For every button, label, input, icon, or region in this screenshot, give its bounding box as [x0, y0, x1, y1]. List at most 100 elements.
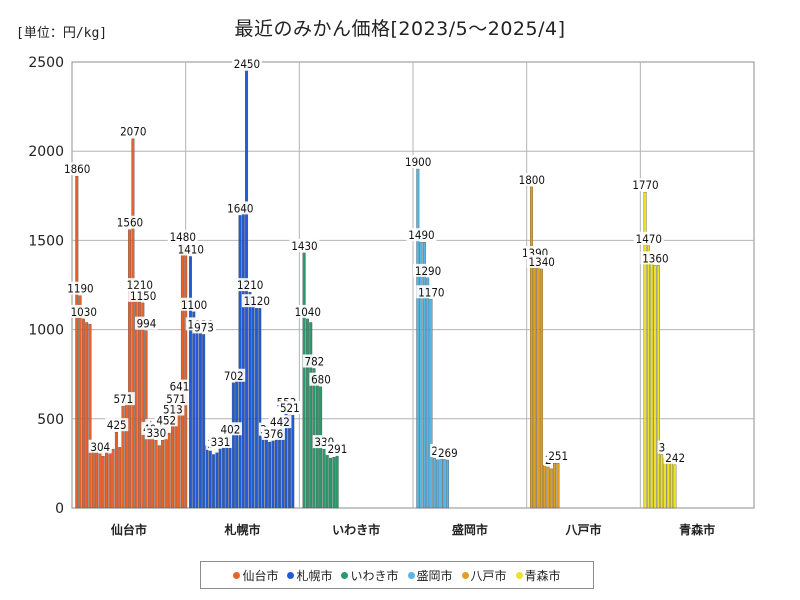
bar-morioka[interactable]: [442, 458, 446, 509]
bar-sendai[interactable]: [118, 447, 122, 509]
bar-aomori[interactable]: [643, 192, 647, 509]
bar-sendai[interactable]: [124, 400, 128, 509]
bar-morioka[interactable]: [419, 242, 423, 509]
bar-sapporo[interactable]: [195, 325, 199, 509]
bar-sapporo[interactable]: [208, 450, 212, 509]
bar-sendai[interactable]: [184, 247, 188, 509]
legend-item-hachinohe[interactable]: 八戸市: [461, 567, 507, 584]
bar-morioka[interactable]: [429, 299, 433, 509]
bar-sapporo[interactable]: [274, 438, 278, 509]
bar-sapporo[interactable]: [215, 452, 219, 509]
bar-iwaki[interactable]: [325, 454, 329, 509]
bar-sendai[interactable]: [111, 448, 115, 509]
bar-sendai[interactable]: [128, 229, 132, 509]
bar-sendai[interactable]: [75, 176, 79, 509]
bar-iwaki[interactable]: [332, 456, 336, 509]
bar-aomori[interactable]: [646, 245, 650, 509]
bar-sapporo[interactable]: [278, 428, 282, 509]
bar-sapporo[interactable]: [225, 443, 229, 509]
bar-sapporo[interactable]: [287, 414, 291, 509]
bar-aomori[interactable]: [653, 265, 657, 509]
bar-hachinohe[interactable]: [533, 259, 537, 509]
bar-sendai[interactable]: [147, 432, 151, 509]
bar-sendai[interactable]: [121, 405, 125, 509]
bar-sendai[interactable]: [108, 453, 112, 509]
bar-sendai[interactable]: [88, 324, 92, 509]
bar-hachinohe[interactable]: [529, 186, 533, 509]
bar-morioka[interactable]: [416, 168, 420, 509]
bar-hachinohe[interactable]: [553, 463, 557, 509]
bar-sapporo[interactable]: [221, 447, 225, 509]
bar-sapporo[interactable]: [192, 311, 196, 509]
bar-sapporo[interactable]: [241, 208, 245, 509]
bar-hachinohe[interactable]: [549, 468, 553, 509]
legend-item-sendai[interactable]: 仙台市: [233, 567, 278, 584]
bar-iwaki[interactable]: [302, 252, 306, 509]
bar-iwaki[interactable]: [305, 318, 309, 509]
bar-sapporo[interactable]: [251, 302, 255, 509]
bar-sapporo[interactable]: [235, 379, 239, 509]
bar-sendai[interactable]: [167, 432, 171, 509]
bar-aomori[interactable]: [660, 454, 664, 509]
bar-sendai[interactable]: [171, 416, 174, 509]
bar-sendai[interactable]: [157, 445, 161, 509]
data-label-bg: [241, 294, 272, 308]
bar-morioka[interactable]: [432, 457, 436, 509]
bar-sapporo[interactable]: [218, 448, 222, 509]
bar-aomori[interactable]: [670, 463, 674, 509]
bar-iwaki[interactable]: [335, 455, 339, 509]
bar-sapporo[interactable]: [188, 256, 192, 509]
bar-iwaki[interactable]: [329, 457, 333, 509]
bar-sendai[interactable]: [141, 302, 145, 509]
bar-sendai[interactable]: [85, 322, 89, 509]
bar-sapporo[interactable]: [291, 415, 295, 509]
bar-sapporo[interactable]: [238, 215, 242, 509]
bar-iwaki[interactable]: [309, 322, 313, 509]
bar-morioka[interactable]: [446, 459, 449, 509]
bar-sapporo[interactable]: [254, 308, 258, 509]
bar-sendai[interactable]: [131, 138, 135, 509]
bar-hachinohe[interactable]: [539, 268, 543, 509]
bar-sendai[interactable]: [180, 243, 184, 509]
bar-aomori[interactable]: [663, 457, 667, 509]
bar-sendai[interactable]: [161, 440, 165, 509]
bar-hachinohe[interactable]: [556, 463, 560, 509]
bar-sapporo[interactable]: [271, 440, 275, 509]
bar-sendai[interactable]: [98, 453, 102, 509]
bar-morioka[interactable]: [439, 457, 443, 509]
bar-sapporo[interactable]: [231, 382, 235, 509]
bar-iwaki[interactable]: [322, 448, 326, 509]
bar-sendai[interactable]: [151, 435, 155, 509]
bar-hachinohe[interactable]: [546, 466, 550, 509]
bar-sapporo[interactable]: [261, 436, 265, 509]
legend-item-morioka[interactable]: 盛岡市: [407, 567, 453, 584]
bar-sapporo[interactable]: [268, 441, 272, 509]
bar-sendai[interactable]: [78, 295, 82, 509]
bar-sapporo[interactable]: [264, 438, 268, 509]
bar-morioka[interactable]: [422, 242, 426, 509]
bar-hachinohe[interactable]: [543, 465, 547, 509]
bar-sendai[interactable]: [101, 456, 105, 509]
bar-sendai[interactable]: [105, 452, 108, 509]
bar-aomori[interactable]: [673, 464, 677, 509]
bar-sapporo[interactable]: [248, 291, 252, 509]
bar-sendai[interactable]: [91, 448, 95, 509]
bar-sapporo[interactable]: [198, 331, 202, 509]
legend-item-aomori[interactable]: 青森市: [515, 567, 561, 584]
legend-item-iwaki[interactable]: いわき市: [341, 567, 399, 584]
bar-sendai[interactable]: [95, 450, 99, 509]
bar-morioka[interactable]: [436, 459, 440, 509]
bar-sapporo[interactable]: [205, 445, 209, 509]
bar-aomori[interactable]: [656, 265, 660, 509]
bar-sendai[interactable]: [81, 318, 85, 509]
bar-hachinohe[interactable]: [536, 265, 540, 509]
bar-morioka[interactable]: [426, 277, 430, 509]
bar-sendai[interactable]: [114, 432, 118, 509]
bar-sapporo[interactable]: [212, 454, 216, 509]
bar-aomori[interactable]: [666, 459, 670, 509]
legend-item-sapporo[interactable]: 札幌市: [287, 567, 332, 584]
bar-sapporo[interactable]: [202, 334, 206, 509]
bar-aomori[interactable]: [650, 261, 654, 509]
bar-sapporo[interactable]: [258, 308, 262, 509]
bar-sendai[interactable]: [154, 440, 158, 509]
